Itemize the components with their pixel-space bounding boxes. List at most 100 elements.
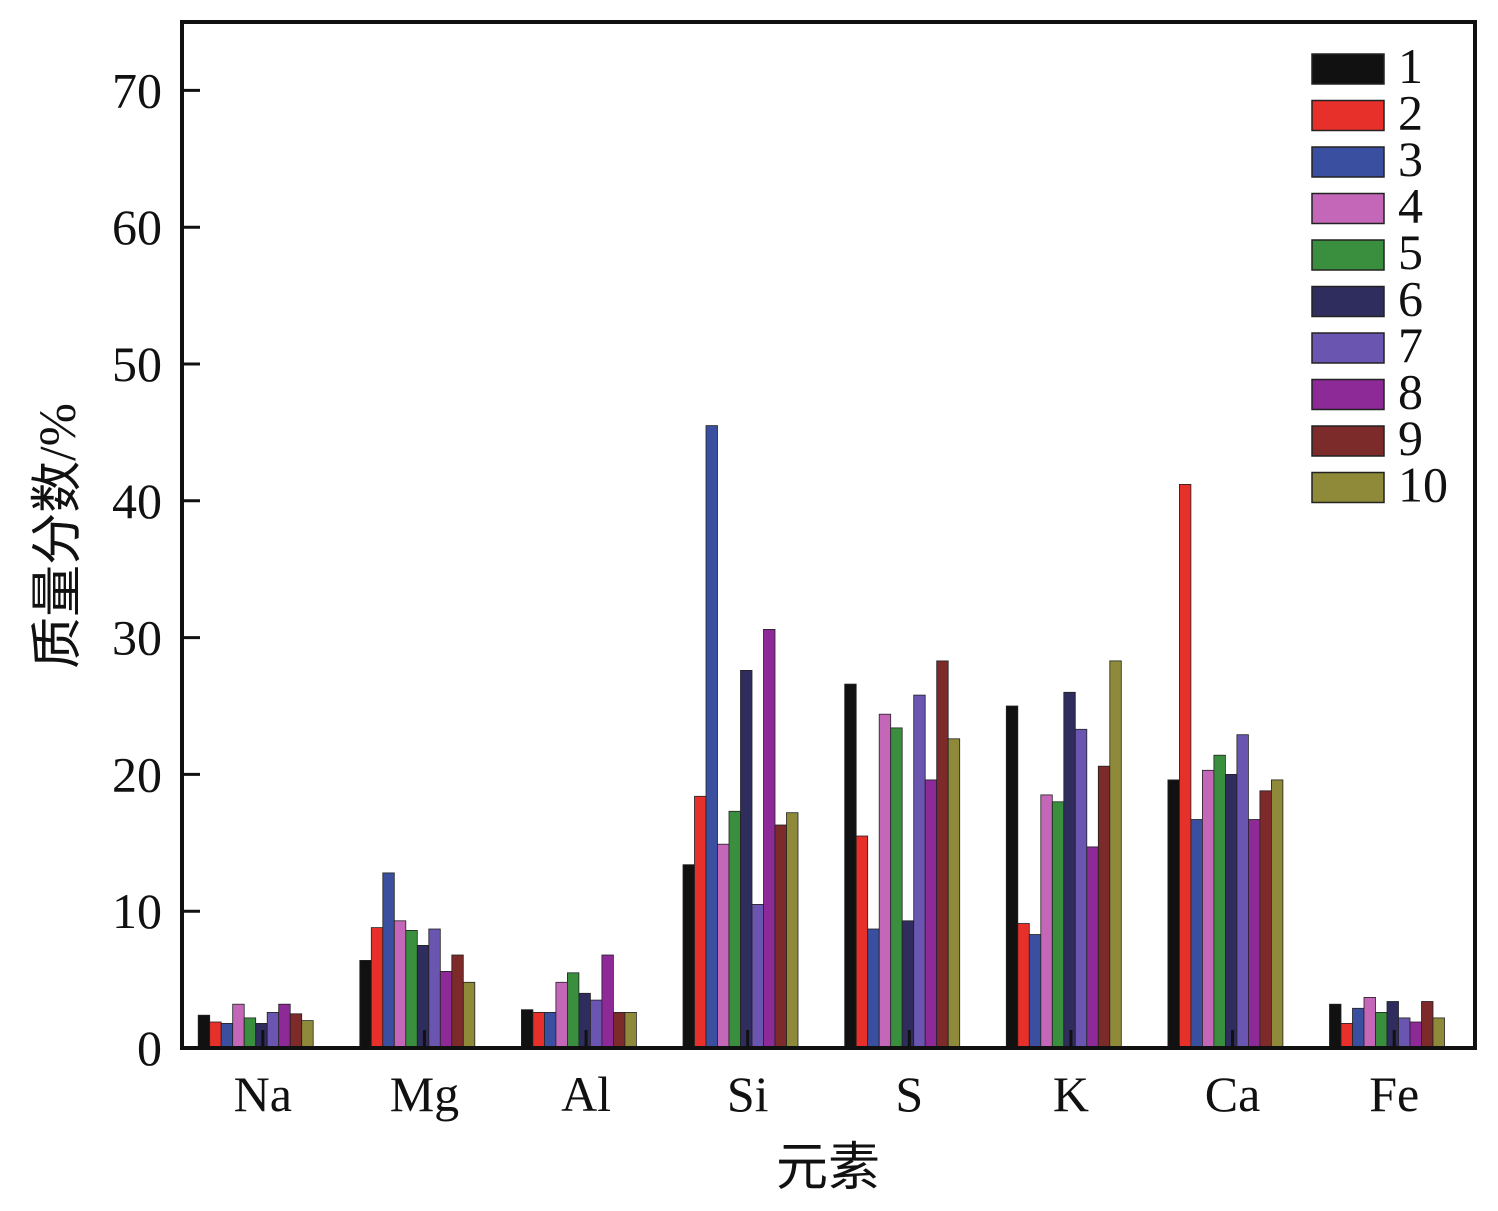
axes-layer: 0 10 20 30 40 50 60 70 Na Mg Al Si S K Ca Fe bbox=[112, 20, 1477, 1122]
legend-swatch-4 bbox=[1311, 192, 1385, 225]
bar-Ca-series-2 bbox=[1179, 483, 1192, 1049]
legend-swatch-9 bbox=[1311, 425, 1385, 457]
bar-Ca-series-9 bbox=[1259, 790, 1272, 1049]
bar-Si-series-5 bbox=[728, 810, 741, 1049]
y-tick-label-70: 70 bbox=[112, 62, 162, 118]
bar-Fe-series-4 bbox=[1363, 997, 1376, 1049]
bar-Fe-series-7 bbox=[1398, 1017, 1411, 1049]
bar-K-series-7 bbox=[1074, 728, 1088, 1049]
bar-Na-series-5 bbox=[243, 1017, 257, 1049]
bar-Fe-series-5 bbox=[1375, 1012, 1388, 1049]
bar-K-series-3 bbox=[1028, 934, 1042, 1049]
bar-Mg-series-3 bbox=[382, 872, 395, 1049]
bar-S-series-3 bbox=[867, 928, 880, 1049]
bar-Al-series-2 bbox=[532, 1012, 545, 1049]
y-tick-label-10: 10 bbox=[112, 883, 162, 939]
bar-Al-series-1 bbox=[521, 1009, 534, 1049]
bar-Mg-series-5 bbox=[405, 930, 418, 1049]
legend-label-7: 7 bbox=[1398, 317, 1423, 373]
bar-Al-series-8 bbox=[601, 954, 614, 1049]
bar-Al-series-7 bbox=[590, 999, 603, 1049]
bar-S-series-10 bbox=[947, 738, 961, 1049]
x-tick-label-Fe: Fe bbox=[1369, 1066, 1419, 1122]
x-tick-label-Ca: Ca bbox=[1205, 1066, 1261, 1122]
legend-label-8: 8 bbox=[1398, 364, 1423, 420]
bar-K-series-1 bbox=[1005, 705, 1019, 1049]
bar-Ca-series-4 bbox=[1202, 769, 1215, 1049]
bar-Mg-series-10 bbox=[462, 981, 476, 1049]
bar-Si-series-8 bbox=[763, 629, 776, 1049]
bar-Mg-series-4 bbox=[393, 920, 407, 1049]
bar-Na-series-3 bbox=[220, 1023, 234, 1049]
legend-swatch-6 bbox=[1311, 285, 1385, 318]
bar-Si-series-7 bbox=[751, 904, 764, 1049]
bar-Fe-series-8 bbox=[1409, 1021, 1422, 1049]
bar-Ca-series-10 bbox=[1271, 779, 1284, 1049]
bar-K-series-6 bbox=[1063, 691, 1076, 1049]
bar-Na-series-9 bbox=[289, 1013, 303, 1049]
y-axis-title: 质量分数/% bbox=[30, 403, 87, 669]
legend-swatch-8 bbox=[1311, 378, 1385, 411]
legend-swatch-5 bbox=[1311, 239, 1385, 271]
legend-swatch-1 bbox=[1311, 53, 1385, 85]
bar-Al-series-10 bbox=[624, 1012, 637, 1049]
bar-K-series-4 bbox=[1040, 794, 1053, 1049]
x-tick-label-Al: Al bbox=[561, 1066, 611, 1122]
bar-Na-series-7 bbox=[266, 1012, 280, 1049]
legend-label-2: 2 bbox=[1398, 85, 1423, 141]
bar-S-series-6 bbox=[901, 920, 915, 1049]
bar-Si-series-1 bbox=[682, 864, 695, 1049]
y-tick-label-0: 0 bbox=[137, 1020, 162, 1076]
bar-Al-series-4 bbox=[555, 981, 568, 1049]
bar-Na-series-1 bbox=[197, 1014, 211, 1049]
bar-Ca-series-3 bbox=[1190, 819, 1203, 1049]
bar-S-series-4 bbox=[878, 713, 892, 1049]
bar-Ca-series-6 bbox=[1225, 774, 1238, 1049]
legend-label-9: 9 bbox=[1398, 410, 1423, 466]
bar-Ca-series-1 bbox=[1167, 779, 1180, 1049]
bar-S-series-7 bbox=[913, 694, 926, 1049]
legend-label-5: 5 bbox=[1398, 224, 1423, 280]
bar-S-series-5 bbox=[890, 727, 903, 1049]
bar-Fe-series-3 bbox=[1352, 1007, 1365, 1049]
bar-S-series-2 bbox=[855, 835, 869, 1049]
bar-S-series-8 bbox=[924, 779, 938, 1049]
bar-Na-series-10 bbox=[301, 1020, 314, 1049]
bar-Mg-series-8 bbox=[439, 971, 453, 1049]
bar-Ca-series-8 bbox=[1248, 819, 1261, 1049]
x-tick-label-S: S bbox=[895, 1066, 923, 1122]
bars-layer bbox=[197, 425, 1445, 1049]
bar-Na-series-8 bbox=[278, 1003, 291, 1049]
bar-Ca-series-7 bbox=[1236, 734, 1249, 1049]
bar-Si-series-2 bbox=[694, 795, 707, 1049]
bar-K-series-10 bbox=[1109, 660, 1122, 1049]
legend-label-10: 10 bbox=[1398, 457, 1448, 513]
bar-Al-series-5 bbox=[567, 972, 580, 1049]
x-tick-label-Mg: Mg bbox=[390, 1066, 459, 1122]
legend-swatch-10 bbox=[1311, 471, 1385, 504]
bar-Si-series-9 bbox=[774, 824, 787, 1049]
bar-Na-series-4 bbox=[232, 1003, 245, 1049]
bar-Si-series-3 bbox=[705, 425, 718, 1049]
y-tick-label-40: 40 bbox=[112, 473, 162, 529]
bar-K-series-9 bbox=[1097, 765, 1111, 1049]
bar-Fe-series-2 bbox=[1340, 1023, 1353, 1049]
bar-Mg-series-2 bbox=[370, 927, 384, 1049]
bar-Mg-series-9 bbox=[451, 954, 464, 1049]
bar-S-series-1 bbox=[844, 683, 857, 1049]
bar-Mg-series-1 bbox=[359, 960, 372, 1049]
x-axis-title: 元素 bbox=[776, 1140, 880, 1197]
bar-Si-series-10 bbox=[786, 812, 799, 1049]
legend-label-4: 4 bbox=[1398, 178, 1423, 234]
legend-label-1: 1 bbox=[1398, 38, 1423, 94]
bar-Si-series-4 bbox=[717, 843, 730, 1049]
legend-label-6: 6 bbox=[1398, 271, 1423, 327]
bar-Fe-series-9 bbox=[1421, 1001, 1434, 1049]
x-tick-label-K: K bbox=[1053, 1066, 1089, 1122]
bar-Al-series-9 bbox=[613, 1012, 626, 1049]
bar-Na-series-2 bbox=[209, 1021, 222, 1049]
legend-swatch-2 bbox=[1311, 99, 1385, 132]
